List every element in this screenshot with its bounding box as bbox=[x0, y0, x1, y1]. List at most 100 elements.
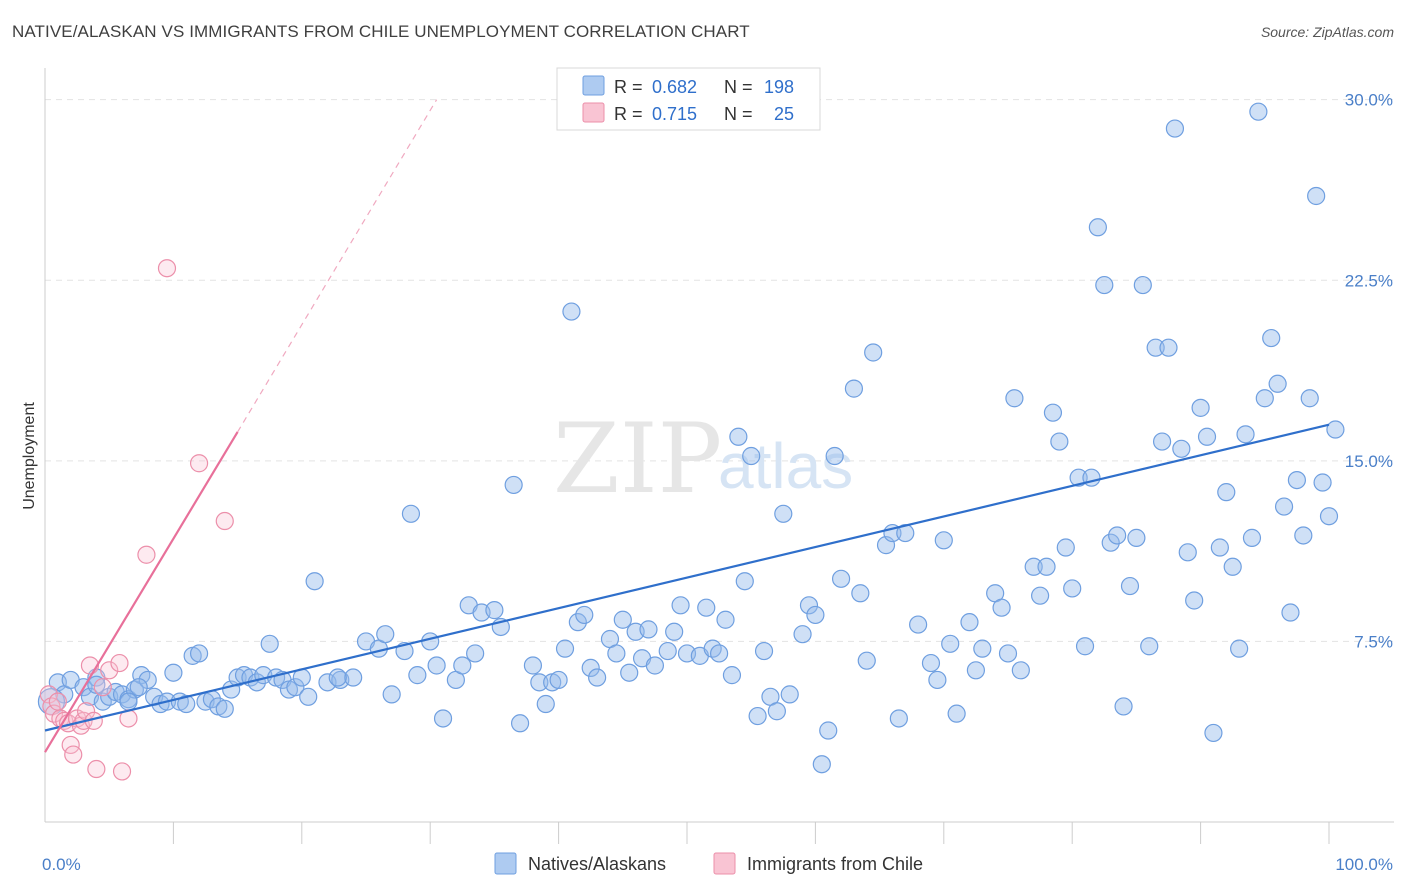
natives-point-17 bbox=[164, 663, 183, 682]
natives-point-200 bbox=[129, 678, 148, 697]
watermark-zip: ZIP bbox=[553, 403, 722, 515]
natives-point-147 bbox=[1140, 637, 1159, 656]
x-tick-labels: 0.0% 100.0% bbox=[42, 855, 1393, 874]
natives-point-108 bbox=[851, 584, 870, 603]
natives-point-157 bbox=[1204, 723, 1223, 743]
natives-point-145 bbox=[1127, 528, 1146, 547]
y-tick-label-1: 15.0% bbox=[1345, 452, 1393, 471]
legend-r-label-chile: R = bbox=[614, 104, 643, 124]
natives-points bbox=[37, 102, 1345, 774]
natives-point-127 bbox=[1005, 389, 1024, 408]
natives-point-121 bbox=[960, 613, 979, 632]
natives-point-152 bbox=[1172, 439, 1191, 458]
chart-source: Source: ZipAtlas.com bbox=[1260, 24, 1394, 40]
chile-point-17 bbox=[100, 661, 119, 680]
natives-point-132 bbox=[1043, 403, 1063, 422]
legend-n-value-chile: 25 bbox=[774, 104, 794, 124]
natives-point-32 bbox=[260, 634, 279, 653]
chile-point-18 bbox=[110, 653, 129, 673]
natives-point-62 bbox=[523, 656, 543, 675]
y-axis-label: Unemployment bbox=[21, 402, 38, 510]
legend-r-value-chile: 0.715 bbox=[652, 104, 697, 124]
chile-point-21 bbox=[137, 545, 156, 564]
natives-point-45 bbox=[376, 625, 395, 644]
gridlines bbox=[45, 99, 1394, 642]
natives-point-66 bbox=[549, 670, 568, 690]
legend-n-label-natives: N = bbox=[724, 77, 753, 97]
natives-trend-line bbox=[44, 423, 1330, 732]
natives-point-155 bbox=[1191, 398, 1210, 417]
natives-point-201 bbox=[328, 668, 347, 687]
natives-point-89 bbox=[716, 610, 735, 629]
natives-point-58 bbox=[485, 601, 504, 620]
natives-point-119 bbox=[941, 634, 960, 653]
natives-point-107 bbox=[844, 379, 864, 398]
natives-point-86 bbox=[697, 598, 716, 617]
natives-point-61 bbox=[510, 714, 530, 733]
natives-point-19 bbox=[177, 694, 196, 714]
natives-point-154 bbox=[1185, 591, 1204, 610]
legend-r-label-natives: R = bbox=[614, 77, 643, 97]
natives-point-165 bbox=[1255, 389, 1274, 408]
natives-point-159 bbox=[1217, 483, 1236, 502]
natives-point-49 bbox=[408, 666, 427, 685]
natives-point-67 bbox=[555, 639, 575, 658]
natives-point-105 bbox=[825, 446, 844, 466]
natives-point-72 bbox=[588, 668, 607, 687]
natives-point-63 bbox=[530, 673, 549, 692]
natives-point-92 bbox=[735, 572, 754, 591]
natives-point-115 bbox=[909, 615, 928, 634]
natives-point-94 bbox=[748, 706, 767, 726]
x-tick-label-max: 100.0% bbox=[1335, 855, 1393, 874]
natives-point-70 bbox=[575, 605, 594, 625]
watermark-atlas: atlas bbox=[718, 430, 853, 502]
natives-point-82 bbox=[665, 622, 684, 641]
legend-swatch-chile bbox=[582, 102, 605, 123]
natives-point-109 bbox=[857, 651, 876, 670]
natives-point-144 bbox=[1120, 576, 1140, 596]
natives-point-136 bbox=[1069, 468, 1088, 487]
natives-point-93 bbox=[742, 446, 761, 466]
x-tick-label-min: 0.0% bbox=[42, 855, 81, 874]
natives-point-169 bbox=[1281, 603, 1300, 622]
natives-point-46 bbox=[382, 685, 401, 704]
natives-point-83 bbox=[671, 596, 690, 615]
natives-point-149 bbox=[1152, 432, 1172, 451]
natives-point-158 bbox=[1210, 538, 1229, 557]
natives-point-50 bbox=[421, 632, 440, 651]
natives-point-129 bbox=[1024, 557, 1043, 576]
natives-point-153 bbox=[1178, 543, 1197, 562]
natives-point-130 bbox=[1030, 586, 1050, 605]
natives-point-106 bbox=[831, 569, 851, 588]
natives-point-151 bbox=[1165, 119, 1185, 138]
natives-point-118 bbox=[934, 531, 953, 550]
natives-point-156 bbox=[1197, 427, 1217, 446]
natives-point-103 bbox=[812, 755, 831, 774]
natives-point-122 bbox=[966, 661, 986, 680]
natives-point-48 bbox=[401, 504, 421, 523]
natives-point-76 bbox=[620, 663, 639, 682]
natives-point-172 bbox=[1300, 389, 1319, 408]
natives-point-39 bbox=[305, 572, 324, 591]
chile-point-3 bbox=[48, 692, 67, 711]
natives-point-54 bbox=[453, 656, 472, 675]
chile-point-22 bbox=[157, 259, 177, 278]
chile-point-8 bbox=[64, 745, 83, 764]
chile-point-23 bbox=[189, 454, 209, 473]
natives-point-36 bbox=[286, 678, 305, 697]
natives-point-140 bbox=[1095, 275, 1114, 295]
natives-point-150 bbox=[1159, 338, 1178, 357]
natives-point-176 bbox=[1326, 420, 1345, 439]
legend-n-value-natives: 198 bbox=[764, 77, 794, 97]
chart-title: NATIVE/ALASKAN VS IMMIGRANTS FROM CHILE … bbox=[12, 22, 750, 41]
natives-point-110 bbox=[864, 343, 883, 362]
natives-point-101 bbox=[799, 596, 819, 615]
trend-lines bbox=[44, 99, 1330, 753]
natives-point-80 bbox=[645, 656, 665, 675]
chile-trend-line bbox=[44, 431, 239, 753]
chile-point-16 bbox=[93, 678, 112, 697]
natives-point-71 bbox=[581, 658, 600, 678]
natives-point-56 bbox=[466, 644, 485, 663]
chile-trend-extension bbox=[237, 99, 438, 433]
